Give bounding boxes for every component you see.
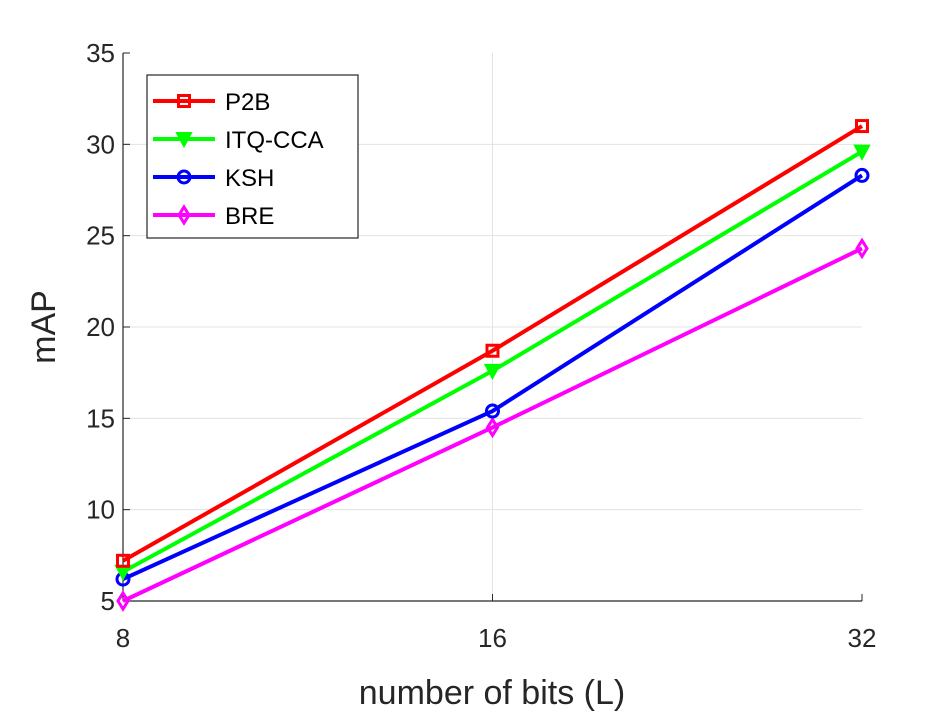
y-tick-label: 10 xyxy=(86,495,115,525)
y-tick-label: 15 xyxy=(86,403,115,433)
x-axis-label: number of bits (L) xyxy=(359,674,625,712)
legend: P2B ITQ-CCA KSH BRE xyxy=(146,74,359,239)
data-point-marker xyxy=(116,553,130,568)
series-bre xyxy=(116,237,869,612)
legend-label: BRE xyxy=(225,203,274,230)
legend-item-itq-cca: ITQ-CCA xyxy=(153,127,324,154)
y-tick-label: 35 xyxy=(86,38,115,68)
y-tick-label: 20 xyxy=(86,312,115,342)
data-point-marker xyxy=(485,403,500,419)
y-tick-label: 5 xyxy=(101,586,115,616)
series-itq-cca xyxy=(114,144,871,581)
y-tick-label: 30 xyxy=(86,129,115,159)
series-p2b xyxy=(116,119,869,568)
series-line xyxy=(122,173,864,581)
series-layer xyxy=(114,119,871,612)
legend-label: P2B xyxy=(225,89,270,116)
series-line xyxy=(122,246,863,603)
x-tick-label: 32 xyxy=(848,623,877,653)
y-tick-label: 25 xyxy=(86,221,115,251)
legend-item-bre: BRE xyxy=(153,203,274,230)
series-line xyxy=(122,124,864,563)
data-point-marker xyxy=(855,119,869,134)
data-point-marker xyxy=(854,167,870,183)
legend-marker xyxy=(177,204,191,226)
data-point-marker xyxy=(855,237,869,260)
data-point-marker xyxy=(485,416,500,439)
legend-label: KSH xyxy=(225,165,274,192)
legend-label: ITQ-CCA xyxy=(225,127,324,154)
data-point-marker xyxy=(483,363,502,380)
series-ksh xyxy=(115,167,870,587)
x-tick-label: 16 xyxy=(478,623,507,653)
x-tick-label: 8 xyxy=(116,623,130,653)
data-point-marker xyxy=(116,590,130,612)
data-point-marker xyxy=(485,343,500,358)
legend-marker xyxy=(177,94,191,108)
data-point-marker xyxy=(853,144,871,161)
legend-marker xyxy=(176,169,192,185)
legend-item-ksh: KSH xyxy=(153,165,274,192)
axes: 5 10 15 20 25 30 35 8 16 32 xyxy=(86,38,876,653)
legend-marker xyxy=(175,132,193,149)
y-axis-label: mAP xyxy=(25,290,63,364)
legend-item-p2b: P2B xyxy=(153,89,270,116)
